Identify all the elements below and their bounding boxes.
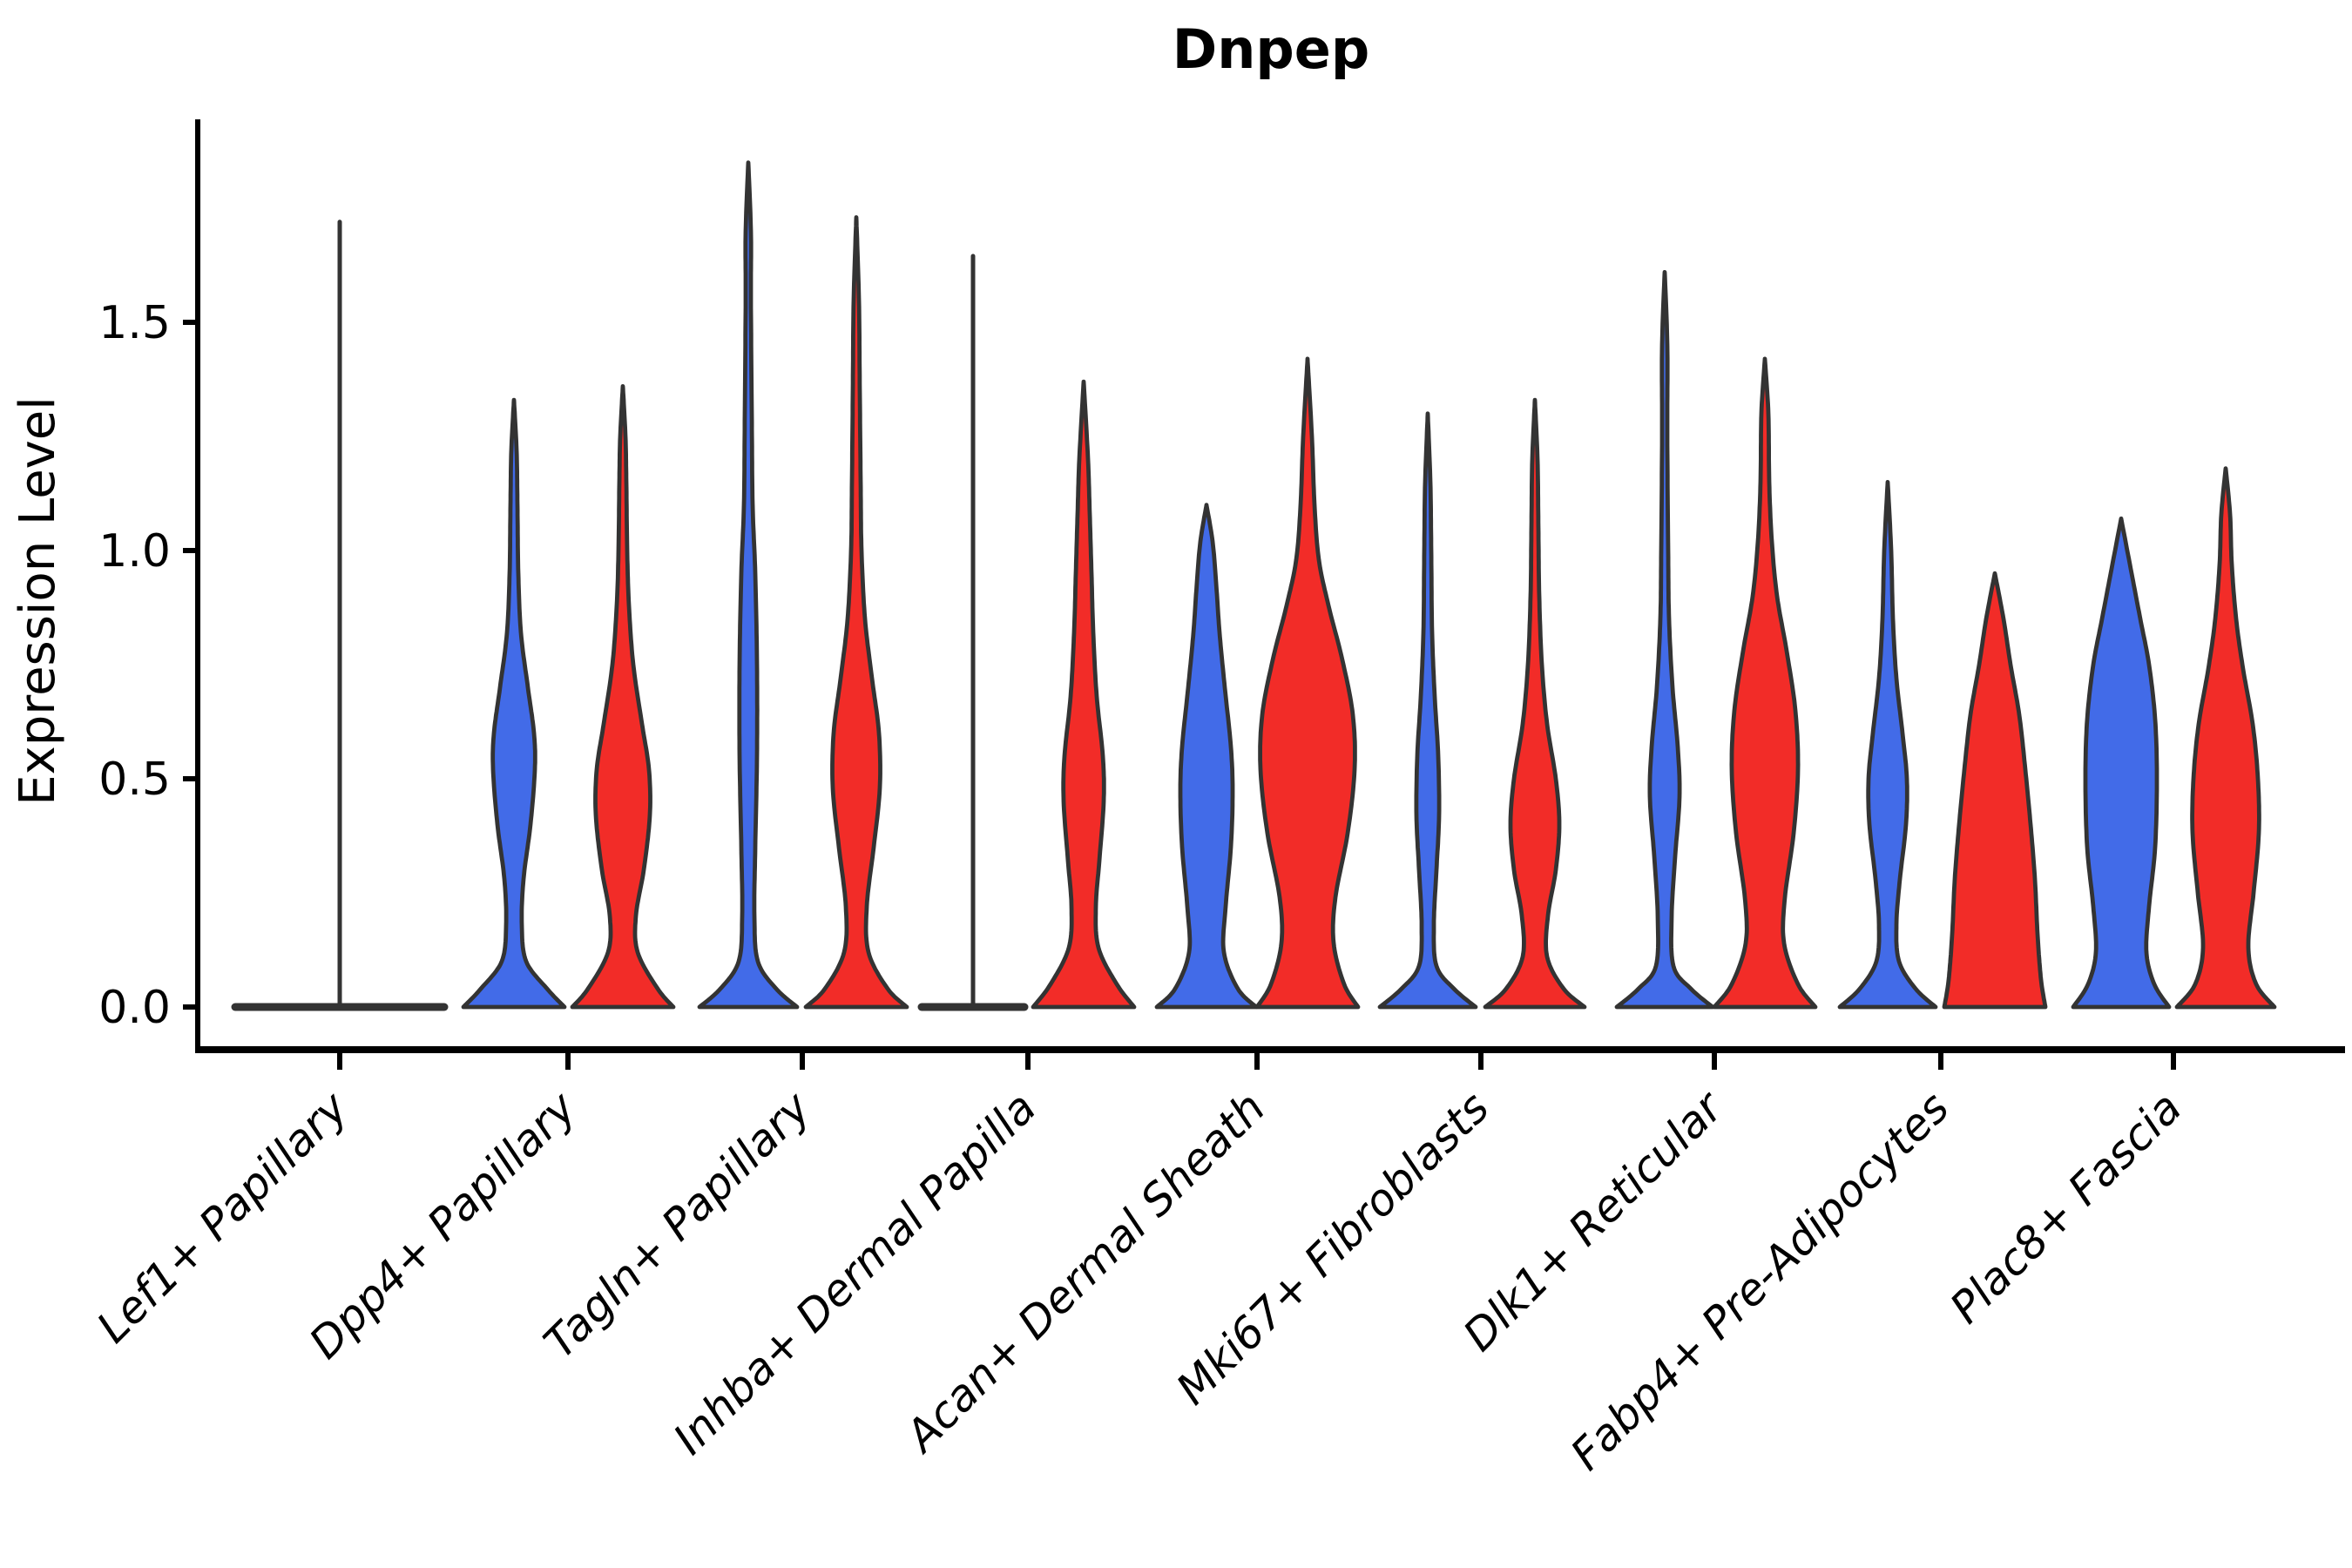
violin-fabp4-pre-adipocytes-blue [1837, 480, 1938, 1010]
violin-acan-dermal-sheath-red [1254, 356, 1361, 1010]
violin-tagln-papillary-blue [697, 160, 800, 1010]
violin-mki67-fibroblasts-blue [1377, 411, 1478, 1010]
y-axis-label: Expression Level [10, 396, 66, 806]
violin-dpp4-papillary-red [570, 384, 676, 1010]
y-tick-label-1: 0.5 [98, 754, 171, 806]
violin-tagln-papillary-red [803, 215, 909, 1010]
violin-plac8-fascia-red [2174, 466, 2277, 1010]
violin-dpp4-papillary-blue [461, 397, 567, 1010]
x-tick-label-8: Plac8+ Fascia [1941, 1082, 2192, 1333]
violin-plac8-fascia-blue [2071, 516, 2172, 1010]
violin-dlk1-reticular-blue [1614, 270, 1715, 1010]
y-tick-label-3: 1.5 [98, 297, 171, 349]
chart-title: Dnpep [1173, 17, 1369, 81]
violin-dlk1-reticular-red [1712, 356, 1818, 1010]
violin-mki67-fibroblasts-red [1483, 397, 1587, 1010]
x-tick-label-7: Fabp4+ Pre-Adipocytes [1561, 1082, 1959, 1480]
x-tick-label-3: Inhba+ Dermal Papilla [664, 1082, 1045, 1463]
violins-layer [231, 160, 2277, 1011]
x-tick-label-0: Lef1+ Papillary [87, 1081, 358, 1352]
violin-acan-dermal-sheath-blue [1154, 503, 1259, 1010]
violin-inhba-dermal-papilla-red [1031, 379, 1137, 1010]
x-tick-label-4: Acan+ Dermal Sheath [895, 1082, 1275, 1463]
y-tick-label-0: 0.0 [98, 982, 171, 1034]
y-tick-label-2: 1.0 [98, 525, 171, 578]
violin-fabp4-pre-adipocytes-red [1942, 571, 2048, 1010]
